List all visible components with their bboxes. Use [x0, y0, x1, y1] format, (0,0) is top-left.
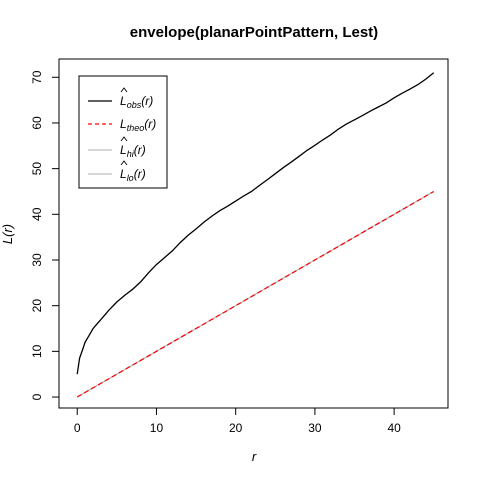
legend-tail: (r): [141, 94, 153, 108]
x-tick-label: 0: [74, 421, 81, 435]
legend-sub: obs: [127, 100, 142, 110]
legend-hat-lo: [120, 160, 128, 166]
legend-sub: theo: [127, 123, 145, 133]
y-tick-label: 40: [30, 207, 44, 221]
legend-box: [78, 75, 168, 189]
y-tick-label: 50: [30, 162, 44, 176]
chart-title: envelope(planarPointPattern, Lest): [130, 24, 378, 41]
legend-tail: (r): [134, 167, 146, 181]
legend-tail: (r): [134, 143, 146, 157]
legend: Lobs(r)Ltheo(r)Lhi(r)Llo(r): [78, 75, 168, 189]
legend-label-lo: Llo(r): [120, 167, 146, 183]
legend-tail: (r): [144, 117, 156, 131]
x-tick-label: 30: [308, 421, 322, 435]
series-layer: [76, 72, 435, 398]
x-axis: 0 10 20 30 40: [74, 407, 401, 435]
y-tick-label: 60: [30, 116, 44, 130]
y-tick-label: 30: [30, 253, 44, 267]
series-line-theo: [76, 190, 434, 398]
x-tick-label: 40: [387, 421, 401, 435]
y-tick-label: 70: [30, 70, 44, 84]
legend-main: L: [120, 117, 127, 131]
legend-hat-hi: [120, 136, 128, 142]
legend-label-obs: Lobs(r): [120, 94, 153, 110]
legend-label-theo: Ltheo(r): [120, 117, 156, 133]
y-axis-label: L(r): [0, 224, 15, 244]
x-tick-label: 20: [229, 421, 243, 435]
legend-label-hi: Lhi(r): [120, 143, 146, 159]
legend-main: L: [120, 143, 127, 157]
legend-sub: lo: [127, 173, 134, 183]
legend-sub: hi: [127, 149, 135, 159]
y-tick-label: 0: [30, 393, 44, 400]
y-tick-label: 10: [30, 344, 44, 358]
legend-hat-obs: [120, 87, 128, 93]
series-line-obs: [76, 72, 435, 375]
legend-main: L: [120, 167, 127, 181]
y-tick-label: 20: [30, 299, 44, 313]
x-tick-label: 10: [150, 421, 164, 435]
legend-main: L: [120, 94, 127, 108]
y-axis: 0 10 20 30 40 50 60 70: [30, 70, 60, 400]
x-axis-label: r: [252, 449, 257, 464]
series-line-hi: [76, 190, 434, 398]
